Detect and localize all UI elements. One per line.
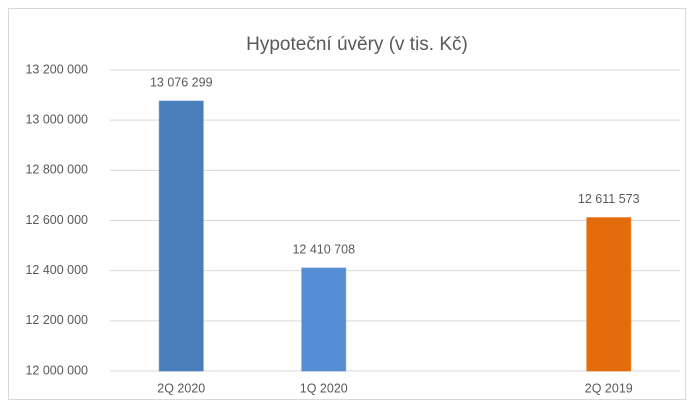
data-label: 12 410 708	[292, 242, 355, 256]
y-tick-label: 13 200 000	[25, 62, 88, 76]
chart-border	[8, 8, 686, 400]
bar	[301, 267, 347, 372]
bar	[158, 100, 204, 372]
x-tick-label: 1Q 2020	[300, 381, 348, 395]
y-tick-label: 13 000 000	[25, 112, 88, 126]
x-tick-label: 2Q 2019	[585, 381, 633, 395]
y-tick-label: 12 800 000	[25, 163, 88, 177]
y-tick-label: 12 400 000	[25, 263, 88, 277]
data-label: 12 611 573	[578, 192, 640, 206]
y-tick-label: 12 000 000	[25, 363, 88, 377]
chart-title: Hypoteční úvěry (v tis. Kč)	[246, 34, 468, 55]
y-tick-label: 12 600 000	[25, 213, 88, 227]
x-tick-label: 2Q 2020	[157, 381, 205, 395]
bar	[586, 217, 632, 372]
y-tick-label: 12 200 000	[25, 313, 88, 327]
data-label: 13 076 299	[150, 75, 213, 89]
